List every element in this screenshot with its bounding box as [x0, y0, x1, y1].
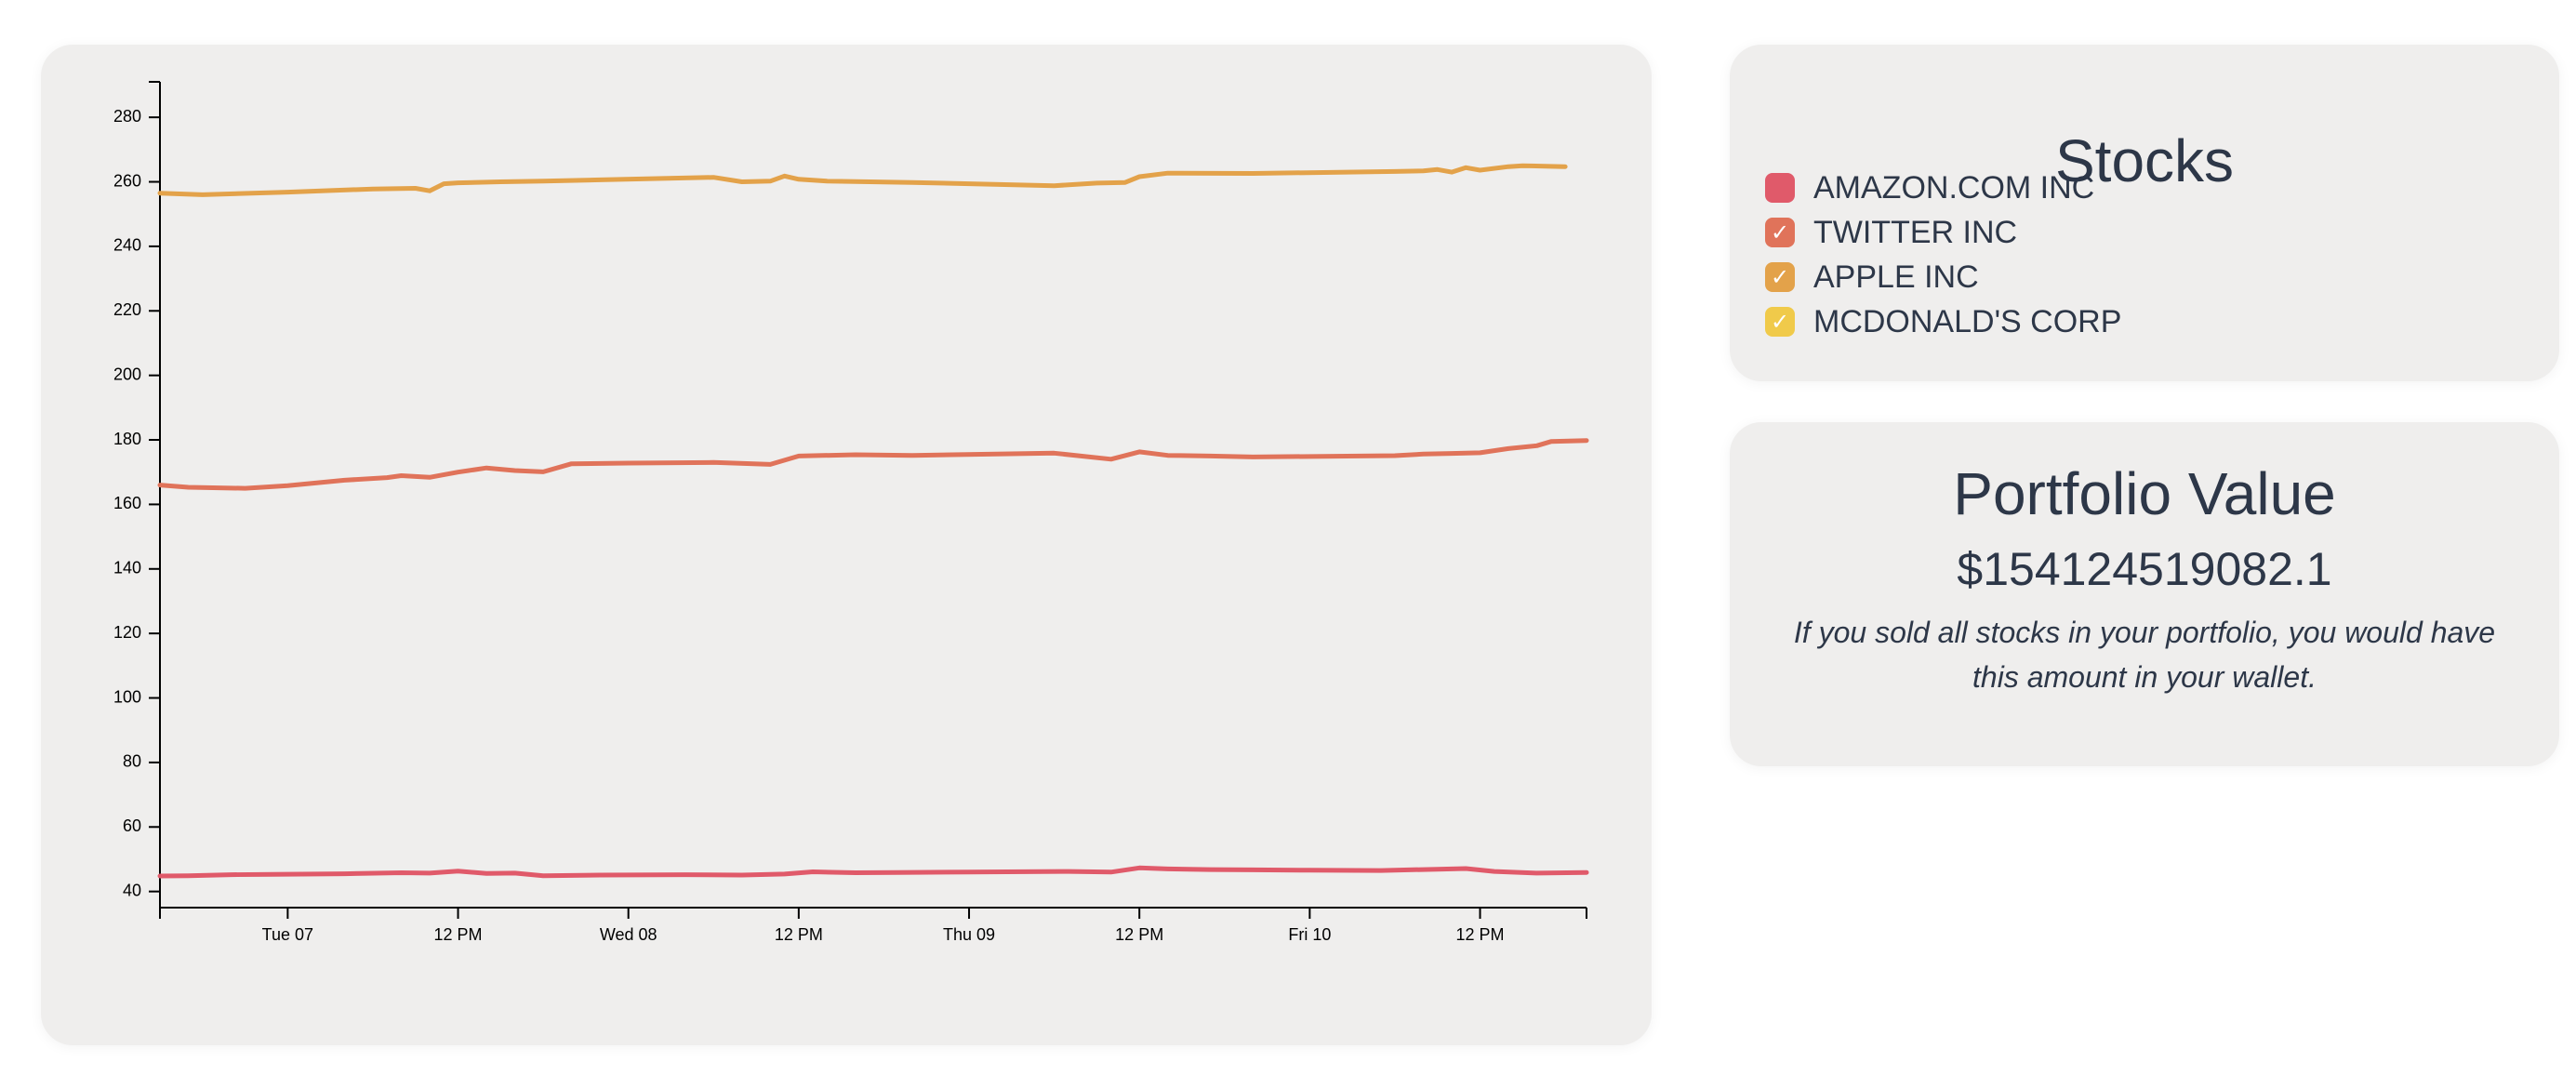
y-tick-label: 160	[113, 494, 141, 512]
legend-item-twitter[interactable]: ✓ TWITTER INC	[1765, 210, 2472, 255]
stock-price-chart: 40 60 80 100 120 140 160 180 200 220 240 260 280 Tue …	[113, 81, 1589, 944]
legend-title: Stocks	[2054, 127, 2235, 194]
legend-item-mcdonalds[interactable]: ✓ MCDONALD'S CORP	[1765, 299, 2472, 344]
x-tick-label: Fri 10	[1288, 925, 1331, 944]
y-tick-label: 280	[113, 107, 141, 126]
x-tick-label: Wed 08	[600, 925, 657, 944]
legend-label-mcdonalds: MCDONALD'S CORP	[1813, 303, 2122, 339]
portfolio-value-card: Portfolio Value $154124519082.1 If you s…	[1730, 422, 2559, 766]
chart-card: 40 60 80 100 120 140 160 180 200 220 240 260 280 Tue …	[41, 45, 1652, 1045]
y-tick-label: 240	[113, 236, 141, 255]
x-tick-label: 12 PM	[434, 925, 483, 944]
y-tick-label: 180	[113, 430, 141, 448]
y-tick-label: 220	[113, 300, 141, 319]
y-tick-label: 40	[123, 881, 141, 899]
stocks-legend-card: Stocks AMAZON.COM INC ✓ TWITTER INC ✓ AP…	[1730, 45, 2559, 381]
checkbox-twitter[interactable]: ✓	[1765, 218, 1795, 247]
x-tick-label: Thu 09	[943, 925, 995, 944]
portfolio-amount: $154124519082.1	[1957, 543, 2332, 595]
series-line-twitter-inc	[157, 438, 1589, 491]
y-tick-label: 200	[113, 365, 141, 383]
y-tick-label: 260	[113, 171, 141, 190]
legend-item-amazon[interactable]: AMAZON.COM INC	[1765, 166, 2472, 210]
x-tick-label: Tue 07	[262, 925, 313, 944]
portfolio-title: Portfolio Value	[1953, 460, 2336, 527]
portfolio-description: If you sold all stocks in your portfolio…	[1793, 616, 2496, 694]
legend-label-amazon: AMAZON.COM INC	[1813, 169, 2095, 206]
checkbox-amazon[interactable]	[1765, 173, 1795, 203]
x-tick-label: 12 PM	[775, 925, 823, 944]
series-line-apple-inc	[157, 163, 1568, 197]
y-tick-label: 100	[113, 687, 141, 706]
checkbox-apple[interactable]: ✓	[1765, 262, 1795, 292]
y-tick-label: 80	[123, 752, 141, 771]
legend-item-apple[interactable]: ✓ APPLE INC	[1765, 255, 2472, 299]
x-tick-label: 12 PM	[1456, 925, 1505, 944]
legend-label-twitter: TWITTER INC	[1813, 214, 2018, 250]
y-tick-label: 60	[123, 816, 141, 835]
x-tick-label: 12 PM	[1115, 925, 1163, 944]
legend-label-apple: APPLE INC	[1813, 259, 1979, 295]
y-tick-label: 120	[113, 623, 141, 642]
checkbox-mcdonalds[interactable]: ✓	[1765, 307, 1795, 337]
y-tick-label: 140	[113, 559, 141, 577]
series-line-amazon-com-inc	[157, 865, 1589, 879]
